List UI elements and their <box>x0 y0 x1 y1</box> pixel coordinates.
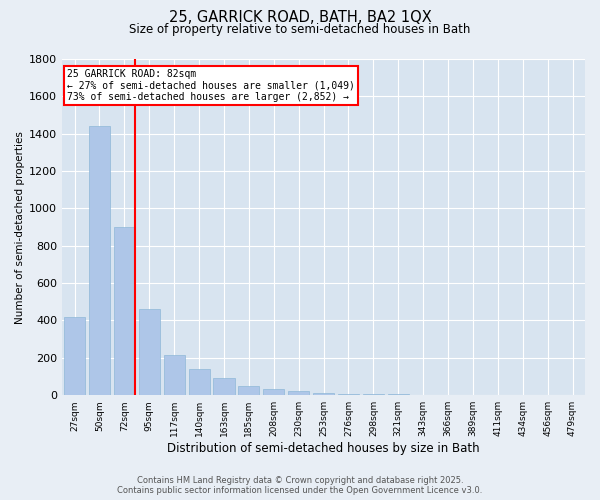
Bar <box>89 126 110 395</box>
Text: Size of property relative to semi-detached houses in Bath: Size of property relative to semi-detach… <box>130 22 470 36</box>
Text: 25, GARRICK ROAD, BATH, BA2 1QX: 25, GARRICK ROAD, BATH, BA2 1QX <box>169 10 431 25</box>
Bar <box>188 369 209 395</box>
Bar <box>313 393 334 395</box>
Bar <box>114 227 135 395</box>
Bar <box>238 386 259 395</box>
Bar <box>64 317 85 395</box>
Text: Contains HM Land Registry data © Crown copyright and database right 2025.
Contai: Contains HM Land Registry data © Crown c… <box>118 476 482 495</box>
X-axis label: Distribution of semi-detached houses by size in Bath: Distribution of semi-detached houses by … <box>167 442 480 455</box>
Bar <box>164 355 185 395</box>
Y-axis label: Number of semi-detached properties: Number of semi-detached properties <box>15 130 25 324</box>
Bar <box>388 394 409 395</box>
Bar <box>288 392 309 395</box>
Bar <box>338 394 359 395</box>
Text: 25 GARRICK ROAD: 82sqm
← 27% of semi-detached houses are smaller (1,049)
73% of : 25 GARRICK ROAD: 82sqm ← 27% of semi-det… <box>67 69 355 102</box>
Bar <box>437 394 458 395</box>
Bar <box>263 388 284 395</box>
Bar <box>413 394 434 395</box>
Bar <box>214 378 235 395</box>
Bar <box>139 310 160 395</box>
Bar <box>363 394 384 395</box>
